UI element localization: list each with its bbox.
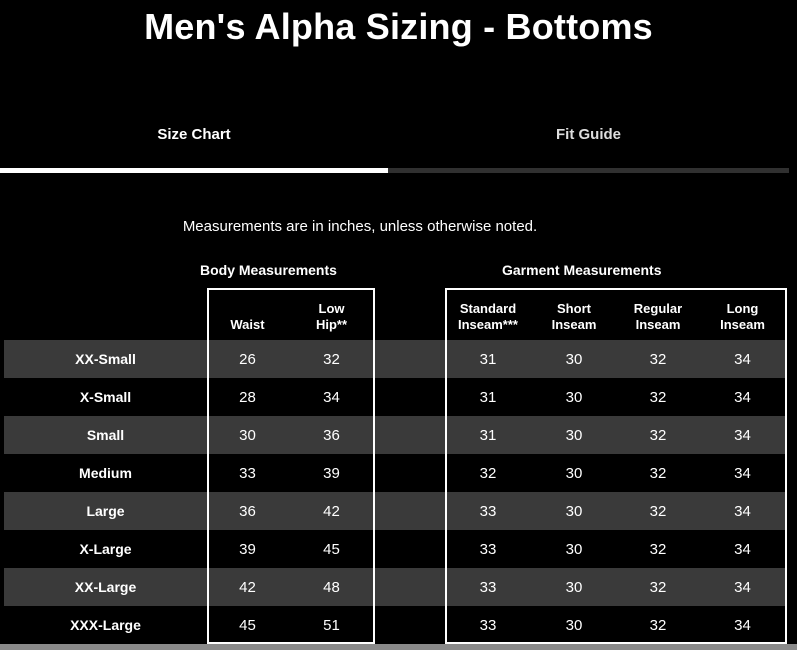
regular-inseam-cell: 32 (649, 540, 667, 558)
low-hip-cell: 39 (323, 464, 340, 482)
regular-inseam-column-header: Regular Inseam (633, 301, 683, 332)
low-hip-cell: 34 (323, 388, 340, 406)
body-measurements-heading: Body Measurements (200, 262, 337, 278)
page-title: Men's Alpha Sizing - Bottoms (144, 6, 653, 47)
tab-size-chart-underline (0, 168, 388, 173)
tab-fit-guide[interactable]: Fit Guide (388, 118, 789, 173)
standard-inseam-cell: 33 (479, 616, 497, 634)
waist-cell: 30 (239, 426, 256, 444)
short-inseam-cell: 30 (565, 578, 583, 596)
horizontal-scrollbar[interactable] (0, 644, 797, 650)
short-inseam-cell: 30 (565, 464, 583, 482)
size-cell: Medium (79, 465, 132, 481)
waist-column-header: Waist (230, 317, 265, 332)
tab-size-chart-label: Size Chart (157, 126, 231, 143)
gap-column-header (375, 288, 445, 340)
tab-fit-guide-label: Fit Guide (556, 126, 621, 143)
tab-size-chart[interactable]: Size Chart (0, 118, 388, 173)
regular-inseam-cell: 32 (649, 616, 667, 634)
short-inseam-cell: 30 (565, 388, 583, 406)
low-hip-cell: 32 (323, 350, 340, 368)
waist-cell: 45 (239, 616, 256, 634)
regular-inseam-cell: 32 (649, 578, 667, 596)
standard-inseam-cell: 32 (479, 464, 497, 482)
low-hip-cell: 42 (323, 502, 340, 520)
units-note: Measurements are in inches, unless other… (182, 218, 538, 235)
table-row: Small 30 36 31 30 32 34 (4, 416, 786, 454)
standard-inseam-cell: 31 (479, 388, 497, 406)
regular-inseam-cell: 32 (649, 426, 667, 444)
size-cell: X-Small (79, 389, 132, 405)
size-cell: XX-Large (74, 579, 137, 595)
long-inseam-cell: 34 (734, 426, 751, 444)
table-row: XX-Small 26 32 31 30 32 34 (4, 340, 786, 378)
waist-cell: 33 (239, 464, 256, 482)
garment-measurements-heading: Garment Measurements (502, 262, 662, 278)
table-row: Medium 33 39 32 30 32 34 (4, 454, 786, 492)
size-table-body: XX-Small 26 32 31 30 32 34 X-Small 28 34 31 30 32 34 S… (4, 340, 786, 644)
standard-inseam-column-header: Standard Inseam*** (458, 301, 518, 332)
standard-inseam-cell: 33 (479, 540, 497, 558)
standard-inseam-cell: 33 (479, 502, 497, 520)
long-inseam-cell: 34 (734, 502, 751, 520)
size-cell: Small (86, 427, 125, 443)
long-inseam-cell: 34 (734, 540, 751, 558)
long-inseam-cell: 34 (734, 578, 751, 596)
low-hip-column-header: Low Hip** (315, 301, 348, 332)
regular-inseam-cell: 32 (649, 464, 667, 482)
short-inseam-cell: 30 (565, 540, 583, 558)
short-inseam-cell: 30 (565, 350, 583, 368)
waist-cell: 36 (239, 502, 256, 520)
size-cell: Large (86, 503, 125, 519)
size-cell: XX-Small (75, 351, 136, 367)
standard-inseam-cell: 31 (479, 426, 497, 444)
size-cell: X-Large (79, 541, 132, 557)
low-hip-cell: 51 (323, 616, 340, 634)
regular-inseam-cell: 32 (649, 388, 667, 406)
standard-inseam-cell: 31 (479, 350, 497, 368)
waist-cell: 42 (239, 578, 256, 596)
size-cell: XXX-Large (70, 617, 141, 633)
table-row: X-Large 39 45 33 30 32 34 (4, 530, 786, 568)
tab-fit-guide-underline (388, 168, 789, 173)
low-hip-cell: 48 (323, 578, 340, 596)
long-inseam-cell: 34 (734, 616, 751, 634)
waist-cell: 28 (239, 388, 256, 406)
regular-inseam-cell: 32 (649, 350, 667, 368)
long-inseam-cell: 34 (734, 464, 751, 482)
table-row: XXX-Large 45 51 33 30 32 34 (4, 606, 786, 644)
long-inseam-cell: 34 (734, 388, 751, 406)
table-header-row: Waist Low Hip** Standard Inseam*** Short… (4, 288, 786, 340)
short-inseam-cell: 30 (565, 616, 583, 634)
table-row: Large 36 42 33 30 32 34 (4, 492, 786, 530)
table-row: X-Small 28 34 31 30 32 34 (4, 378, 786, 416)
low-hip-cell: 45 (323, 540, 340, 558)
short-inseam-column-header: Short Inseam (551, 301, 597, 332)
waist-cell: 39 (239, 540, 256, 558)
long-inseam-cell: 34 (734, 350, 751, 368)
waist-cell: 26 (239, 350, 256, 368)
low-hip-cell: 36 (323, 426, 340, 444)
standard-inseam-cell: 33 (479, 578, 497, 596)
short-inseam-cell: 30 (565, 426, 583, 444)
tab-bar: Size Chart Fit Guide (0, 118, 789, 173)
short-inseam-cell: 30 (565, 502, 583, 520)
long-inseam-column-header: Long Inseam (720, 301, 765, 332)
size-column-header (4, 288, 207, 340)
table-row: XX-Large 42 48 33 30 32 34 (4, 568, 786, 606)
regular-inseam-cell: 32 (649, 502, 667, 520)
